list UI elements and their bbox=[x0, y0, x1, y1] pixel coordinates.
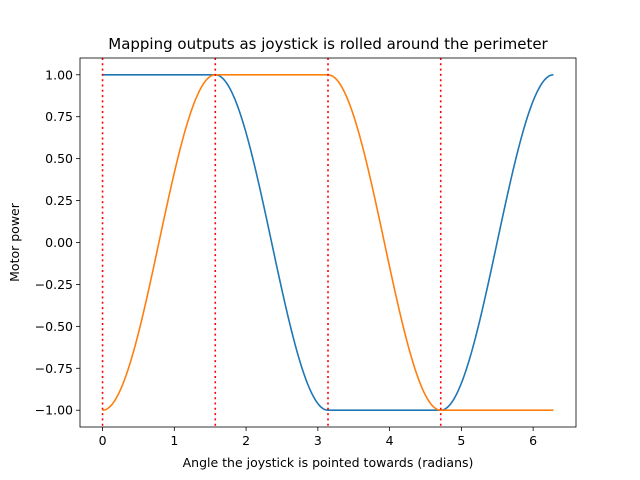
plot-area bbox=[101, 58, 554, 427]
y-axis: −1.00 −0.75 −0.50 −0.25 0.00 0.25 0.50 0.75 1.00 bbox=[35, 67, 80, 418]
chart-title: Mapping outputs as joystick is rolled ar… bbox=[108, 35, 548, 53]
y-axis-label: Motor power bbox=[7, 202, 22, 282]
y-tick-label: 1.00 bbox=[45, 67, 73, 82]
x-axis: 0 1 2 3 4 5 6 bbox=[99, 427, 537, 448]
x-tick-label: 5 bbox=[457, 433, 465, 448]
x-axis-label: Angle the joystick is pointed towards (r… bbox=[183, 455, 474, 470]
x-tick-label: 0 bbox=[99, 433, 107, 448]
y-tick-label: −0.50 bbox=[35, 319, 73, 334]
x-tick-label: 6 bbox=[529, 433, 537, 448]
y-tick-label: 0.75 bbox=[45, 109, 73, 124]
series-line-2 bbox=[102, 73, 554, 412]
y-tick-label: −1.00 bbox=[35, 403, 73, 418]
y-tick-label: −0.75 bbox=[35, 361, 73, 376]
x-tick-label: 2 bbox=[242, 433, 250, 448]
x-tick-label: 1 bbox=[170, 433, 178, 448]
x-tick-label: 3 bbox=[314, 433, 322, 448]
y-tick-label: 0.50 bbox=[45, 151, 73, 166]
axes-frame bbox=[79, 57, 577, 428]
x-tick-label: 4 bbox=[386, 433, 394, 448]
y-tick-label: 0.00 bbox=[45, 235, 73, 250]
series-line-1 bbox=[102, 73, 554, 412]
y-tick-label: −0.25 bbox=[35, 277, 73, 292]
y-tick-label: 0.25 bbox=[45, 193, 73, 208]
